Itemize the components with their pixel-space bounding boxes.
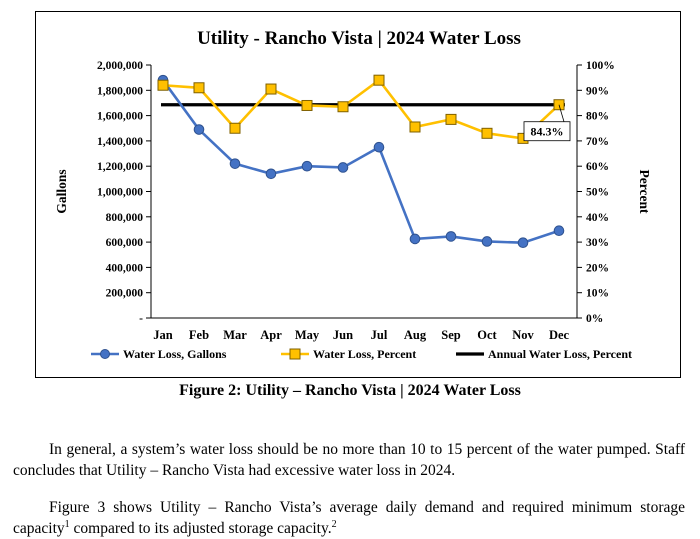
legend-label-water-loss-gallons: Water Loss, Gallons — [123, 347, 227, 361]
y-tick-label-left: 1,600,000 — [97, 111, 143, 123]
point-water-loss-percent — [229, 122, 241, 134]
y-tick-label-right: 80% — [586, 111, 609, 123]
x-tick-label: Mar — [223, 328, 247, 342]
point-water-loss-gallons — [409, 233, 421, 245]
x-tick-label: Sep — [441, 328, 461, 342]
y-tick-label-right: 0% — [586, 313, 603, 325]
point-water-loss-percent — [301, 99, 313, 111]
point-water-loss-percent — [481, 127, 493, 139]
y-tick-label-right: 30% — [586, 237, 609, 249]
x-tick-label: Jan — [153, 328, 173, 342]
y-tick-label-right: 50% — [586, 187, 609, 199]
point-water-loss-gallons — [481, 236, 493, 247]
series-line-water-loss-percent — [162, 78, 560, 140]
point-water-loss-percent — [265, 83, 277, 95]
legend-marker-water-loss-percent — [289, 348, 301, 360]
x-tick-label: Aug — [404, 328, 427, 342]
x-tick-label: Jul — [371, 328, 388, 342]
water-loss-chart: Utility - Rancho Vista | 2024 Water Loss… — [54, 28, 652, 361]
y-tick-label-left: 600,000 — [106, 237, 144, 249]
y-tick-label-left: 1,200,000 — [97, 161, 143, 173]
point-water-loss-gallons — [301, 160, 313, 172]
y-tick-label-left: 800,000 — [106, 212, 144, 224]
point-water-loss-gallons — [553, 225, 565, 237]
paragraph-water-loss-text: In general, a system’s water loss should… — [13, 440, 685, 479]
point-water-loss-percent — [157, 79, 169, 91]
point-water-loss-percent — [193, 82, 205, 94]
point-water-loss-percent — [409, 121, 421, 133]
data-label-dec-percent: 84.3% — [531, 125, 564, 139]
point-water-loss-gallons — [517, 237, 529, 249]
y-tick-label-right: 100% — [586, 60, 615, 72]
legend-marker-water-loss-gallons — [100, 349, 110, 359]
legend: Water Loss, Gallons Water Loss, Percent An… — [91, 347, 632, 361]
y-tick-label-right: 90% — [586, 85, 609, 97]
y-tick-label-right: 40% — [586, 212, 609, 224]
figure-caption: Figure 2: Utility – Rancho Vista | 2024 … — [179, 382, 521, 399]
x-tick-label: Oct — [477, 328, 497, 342]
y-tick-label-right: 10% — [586, 288, 609, 300]
point-water-loss-percent — [337, 101, 349, 113]
x-tick-label: Apr — [260, 328, 282, 342]
point-water-loss-gallons — [229, 158, 241, 169]
y-tick-label-right: 70% — [586, 136, 609, 148]
y-tick-label-left: - — [139, 313, 143, 325]
y-axis-title-right: Percent — [637, 170, 652, 214]
y-tick-label-left: 200,000 — [106, 288, 144, 300]
data-label-box — [523, 121, 571, 142]
data-label-leader — [558, 104, 565, 122]
y-axis-title-left: Gallons — [54, 169, 69, 213]
y-tick-label-right: 60% — [586, 161, 609, 173]
x-tick-label: May — [295, 328, 320, 342]
chart-frame: Utility - Rancho Vista | 2024 Water Loss… — [35, 11, 681, 378]
chart-title: Utility - Rancho Vista | 2024 Water Loss — [197, 28, 521, 49]
y-tick-label-left: 1,400,000 — [97, 136, 143, 148]
x-tick-label: Nov — [512, 328, 534, 342]
series-line-water-loss-gallons — [161, 79, 560, 245]
x-tick-label: Feb — [189, 328, 209, 342]
legend-label-water-loss-percent: Water Loss, Percent — [313, 347, 416, 361]
paragraph-water-loss: In general, a system’s water loss should… — [13, 439, 685, 481]
footnote-ref-1[interactable]: 1 — [64, 518, 70, 530]
y-tick-label-left: 1,000,000 — [97, 187, 143, 199]
point-water-loss-gallons — [337, 162, 349, 173]
point-water-loss-gallons — [265, 168, 277, 180]
y-tick-label-left: 400,000 — [106, 262, 144, 274]
paragraph-storage-text-a: Figure 3 shows Utility – Rancho Vista’s … — [13, 498, 685, 537]
footnote-ref-2[interactable]: 2 — [331, 518, 337, 530]
x-tick-label: Jun — [333, 328, 353, 342]
y-tick-label-left: 2,000,000 — [97, 60, 143, 72]
paragraph-storage-text-b: compared to its adjusted storage capacit… — [69, 519, 332, 537]
point-water-loss-gallons — [373, 141, 385, 153]
x-tick-label: Dec — [549, 328, 570, 342]
y-tick-label-right: 20% — [586, 262, 609, 274]
point-water-loss-percent — [373, 74, 385, 86]
y-tick-label-left: 1,800,000 — [97, 85, 143, 97]
legend-label-annual-water-loss-percent: Annual Water Loss, Percent — [488, 347, 632, 361]
paragraph-storage: Figure 3 shows Utility – Rancho Vista’s … — [13, 497, 685, 539]
point-water-loss-percent — [445, 113, 457, 125]
point-water-loss-gallons — [445, 231, 457, 242]
point-water-loss-gallons — [193, 124, 205, 135]
